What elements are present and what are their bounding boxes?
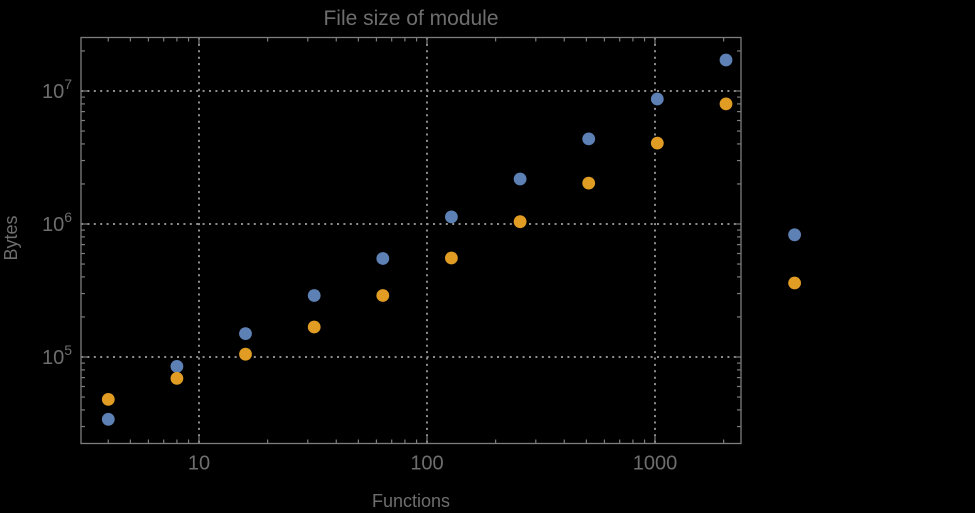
y-tick-label: 107: [42, 76, 72, 103]
data-point-series-2-orange: [376, 289, 390, 302]
data-point-series-1-blue: [101, 412, 115, 426]
x-axis-label: Functions: [372, 491, 450, 511]
data-point-series-1-blue: [513, 172, 527, 186]
data-point-series-2-orange: [788, 276, 801, 290]
x-tick-label: 1000: [633, 453, 678, 475]
gridlines: [81, 37, 741, 444]
data-point-series-2-orange: [719, 97, 733, 111]
data-point-series-1-blue: [788, 228, 801, 242]
plot-frame: [80, 36, 742, 445]
data-point-series-2-orange: [445, 251, 458, 265]
y-tick-label: 106: [42, 209, 72, 236]
data-point-series-2-orange: [307, 320, 321, 334]
data-point-series-2-orange: [239, 347, 252, 361]
x-tick-label: 100: [410, 453, 443, 475]
y-tick-label: 105: [42, 342, 72, 369]
data-point-series-1-blue: [376, 252, 390, 265]
data-point-series-1-blue: [582, 132, 596, 146]
y-axis-label: Bytes: [1, 215, 21, 260]
plot-frame-and-ticks: [80, 36, 742, 445]
data-point-series-2-orange: [513, 215, 527, 229]
tick-labels: 10 100 1000 105 106 107: [42, 76, 677, 475]
x-tick-label: 10: [188, 453, 210, 475]
data-point-series-1-blue: [170, 360, 184, 373]
data-point-series-1-blue: [445, 210, 458, 224]
chart-title: File size of module: [323, 7, 498, 30]
data-point-series-1-blue: [719, 53, 733, 67]
data-point-series-2-orange: [582, 176, 596, 190]
data-point-series-1-blue: [239, 327, 252, 340]
data-points: [101, 53, 801, 426]
data-point-series-1-blue: [650, 92, 664, 106]
data-point-series-2-orange: [101, 393, 115, 406]
data-point-series-2-orange: [650, 136, 664, 150]
data-point-series-2-orange: [170, 372, 184, 385]
data-point-series-1-blue: [307, 289, 321, 302]
